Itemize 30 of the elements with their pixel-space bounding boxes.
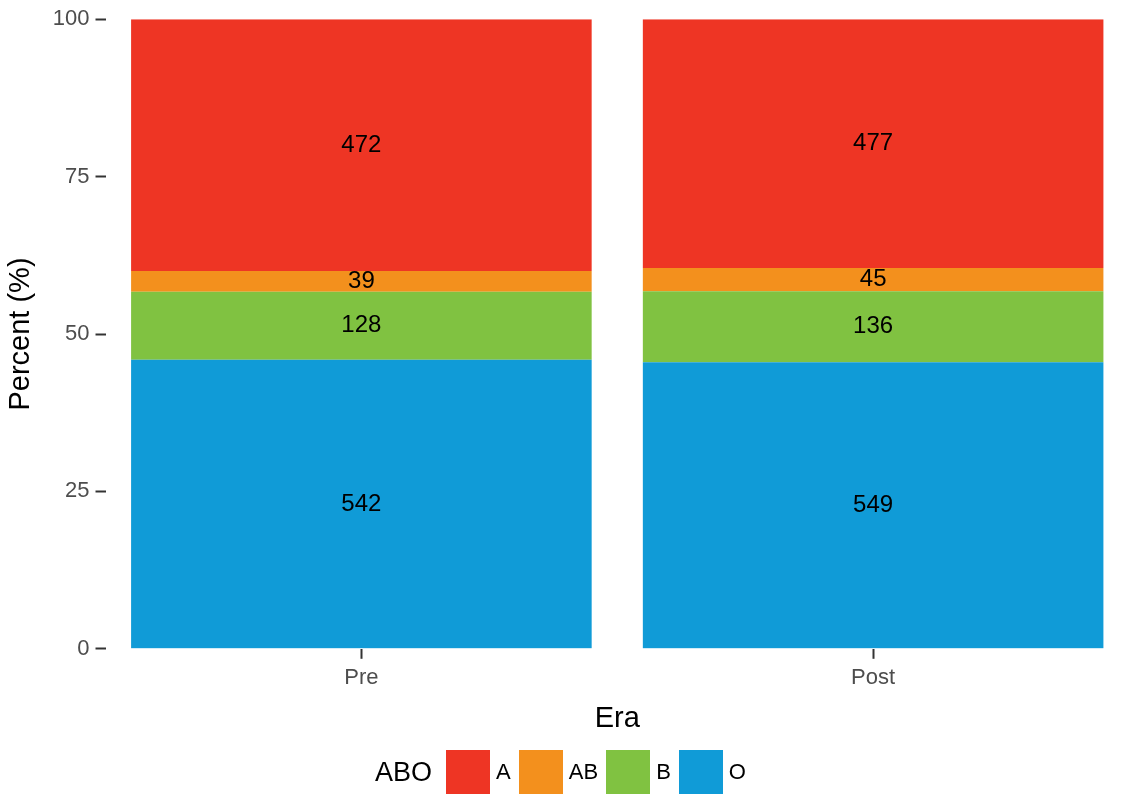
y-axis-title: Percent (%) — [3, 257, 36, 411]
bar — [642, 19, 1104, 268]
annotation: 542 — [341, 488, 382, 516]
annotation: 45 — [859, 264, 887, 292]
annotation: 472 — [341, 129, 382, 157]
y-tick-label: 25 — [65, 477, 90, 503]
annotation: 477 — [853, 128, 894, 156]
bar — [131, 291, 592, 360]
annotation: 39 — [348, 266, 375, 294]
annotation: 128 — [341, 310, 382, 338]
y-tick-label: 50 — [65, 320, 90, 346]
legend-label: AB — [568, 759, 599, 785]
bar — [642, 362, 1104, 649]
x-tick-label: Post — [851, 664, 896, 690]
y-tick-label: 0 — [77, 634, 90, 660]
bar — [131, 271, 592, 292]
bar — [642, 291, 1104, 363]
x-tick-label: Pre — [344, 664, 379, 690]
legend-label: O — [728, 759, 746, 785]
legend-label: B — [656, 759, 671, 785]
y-tick-label: 100 — [52, 5, 90, 31]
annotation: 136 — [853, 311, 894, 339]
annotation: 549 — [853, 489, 894, 517]
bar — [642, 267, 1104, 292]
legend-label: A — [496, 759, 511, 785]
legend-title: ABO — [375, 756, 433, 788]
y-tick-label: 75 — [65, 162, 90, 188]
bar — [131, 19, 592, 272]
bar — [131, 359, 592, 649]
x-axis-title: Era — [594, 700, 641, 733]
